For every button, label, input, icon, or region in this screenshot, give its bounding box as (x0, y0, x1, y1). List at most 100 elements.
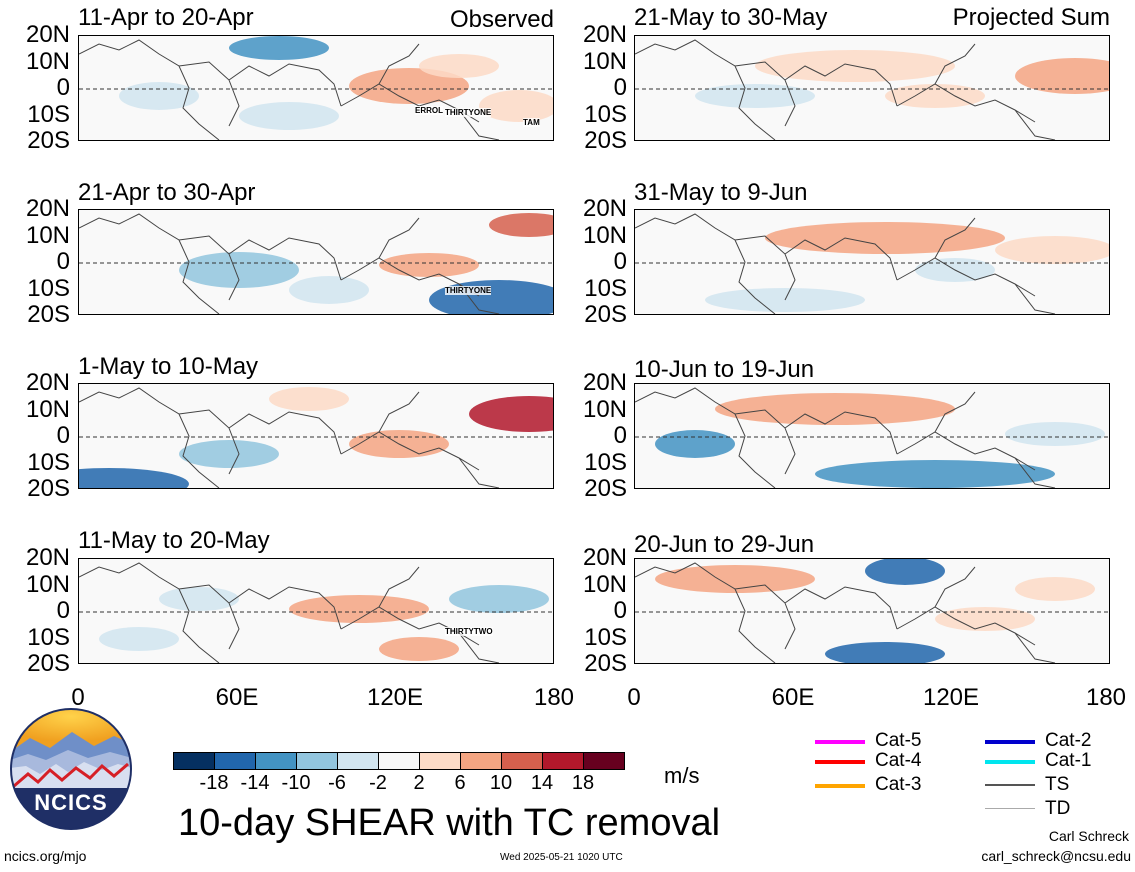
colorbar-tick-label: 18 (571, 772, 595, 794)
left-lat-label: 10S (27, 101, 70, 128)
legend-swatch (985, 784, 1035, 786)
left-lat-label: 20S (27, 650, 70, 677)
colorbar-tick-label: 2 (413, 772, 425, 794)
shear-anomaly-region (379, 253, 479, 277)
legend-label: Cat-5 (875, 730, 922, 751)
legend-swatch (985, 808, 1035, 809)
legend-swatch (985, 760, 1035, 764)
right-lat-label: 10S (584, 624, 627, 651)
shear-anomaly-region (695, 84, 815, 108)
left-lat-label: 20N (25, 544, 70, 571)
right-lat-label: 10S (584, 275, 627, 302)
shear-anomaly-region (79, 468, 189, 488)
lon-label-60e-left: 60E (215, 684, 259, 711)
shear-anomaly-region (239, 102, 339, 130)
main-title: 10-day SHEAR with TC removal (178, 802, 721, 844)
projected-label: Projected Sum (952, 4, 1110, 31)
colorbar-tick-label: 6 (454, 772, 466, 794)
storm-label: THIRTYTWO (445, 627, 493, 636)
colorbar-segment (255, 752, 297, 770)
panel-title-7: 10-Jun to 19-Jun (634, 356, 815, 383)
panel-title-4: 11-May to 20-May (78, 527, 270, 554)
shear-anomaly-region (1005, 422, 1105, 446)
lon-label-180-left: 180 (533, 684, 575, 711)
shear-anomaly-region (825, 642, 945, 663)
coastline (79, 387, 500, 488)
right-lat-label: 20S (584, 650, 627, 677)
lon-label-120e-left: 120E (366, 684, 424, 711)
shear-anomaly-region (99, 627, 179, 651)
lon-label-0-right: 0 (627, 684, 641, 711)
legend-swatch (815, 740, 865, 744)
colorbar-segment (583, 752, 625, 770)
left-lat-label: 20N (25, 21, 70, 48)
right-lat-label: 0 (613, 597, 627, 624)
footer-url: ncics.org/mjo (4, 848, 87, 864)
right-lat-label: 20N (582, 369, 627, 396)
colorbar-tick-label: -14 (240, 772, 270, 794)
colorbar-segment (460, 752, 502, 770)
map-panel-6 (634, 209, 1110, 315)
shear-anomaly-region (469, 396, 553, 432)
colorbar-segment (378, 752, 420, 770)
right-lat-label: 20N (582, 21, 627, 48)
lon-label-120e-right: 120E (922, 684, 980, 711)
legend-label: Cat-4 (875, 750, 922, 771)
right-lat-label: 10S (584, 449, 627, 476)
storm-label: ERROL (415, 106, 443, 115)
left-lat-label: 20S (27, 301, 70, 328)
shear-anomaly-region (349, 68, 469, 104)
colorbar-tick-label: -6 (328, 772, 346, 794)
shear-anomaly-region (489, 213, 553, 237)
shear-anomaly-region (289, 276, 369, 304)
storm-label: THIRTYONE (445, 286, 492, 295)
panel-title-3: 1-May to 10-May (78, 353, 259, 380)
legend-swatch (985, 740, 1035, 744)
right-lat-label: 10N (582, 48, 627, 75)
shear-anomaly-region (179, 252, 299, 288)
colorbar-segment (542, 752, 584, 770)
colorbar-segment (296, 752, 338, 770)
colorbar-tick-label: -18 (199, 772, 229, 794)
right-lat-label: 20N (582, 195, 627, 222)
map-panel-5 (634, 35, 1110, 141)
right-lat-label: 10N (582, 571, 627, 598)
shear-anomaly-region (229, 36, 329, 60)
right-lat-label: 0 (613, 248, 627, 275)
right-lat-label: 0 (613, 422, 627, 449)
panel-title-6: 31-May to 9-Jun (634, 179, 808, 206)
left-lat-label: 10S (27, 275, 70, 302)
shear-anomaly-region (159, 587, 239, 611)
footer-author: Carl Schreck (1048, 828, 1129, 844)
shear-anomaly-region (1015, 577, 1095, 601)
shear-anomaly-region (1015, 58, 1109, 94)
lon-label-180-right: 180 (1085, 684, 1127, 711)
colorbar-tick-label: 10 (489, 772, 513, 794)
left-lat-label: 10N (25, 48, 70, 75)
legend-swatch (815, 760, 865, 764)
colorbar-segment (214, 752, 256, 770)
storm-label: THIRTYONE (445, 108, 492, 117)
left-lat-label: 20N (25, 369, 70, 396)
left-lat-label: 10N (25, 222, 70, 249)
right-lat-label: 20S (584, 475, 627, 502)
coastline (635, 562, 1056, 663)
left-lat-label: 0 (56, 422, 70, 449)
map-panel-8 (634, 558, 1110, 664)
colorbar-tick-label: -10 (281, 772, 311, 794)
coastline (635, 39, 1056, 140)
coastline (635, 213, 1056, 314)
left-lat-label: 0 (56, 597, 70, 624)
map-panel-3 (78, 383, 554, 489)
shear-anomaly-region (179, 440, 279, 468)
observed-label: Observed (449, 6, 554, 33)
map-panel-7 (634, 383, 1110, 489)
left-lat-label: 20S (27, 475, 70, 502)
legend-label: TD (1045, 798, 1071, 819)
coastline (79, 213, 500, 314)
right-lat-label: 10N (582, 396, 627, 423)
left-lat-label: 20S (27, 127, 70, 154)
footer-email: carl_schreck@ncsu.edu (981, 848, 1131, 864)
legend-label: Cat-2 (1045, 730, 1092, 751)
left-lat-label: 0 (56, 248, 70, 275)
